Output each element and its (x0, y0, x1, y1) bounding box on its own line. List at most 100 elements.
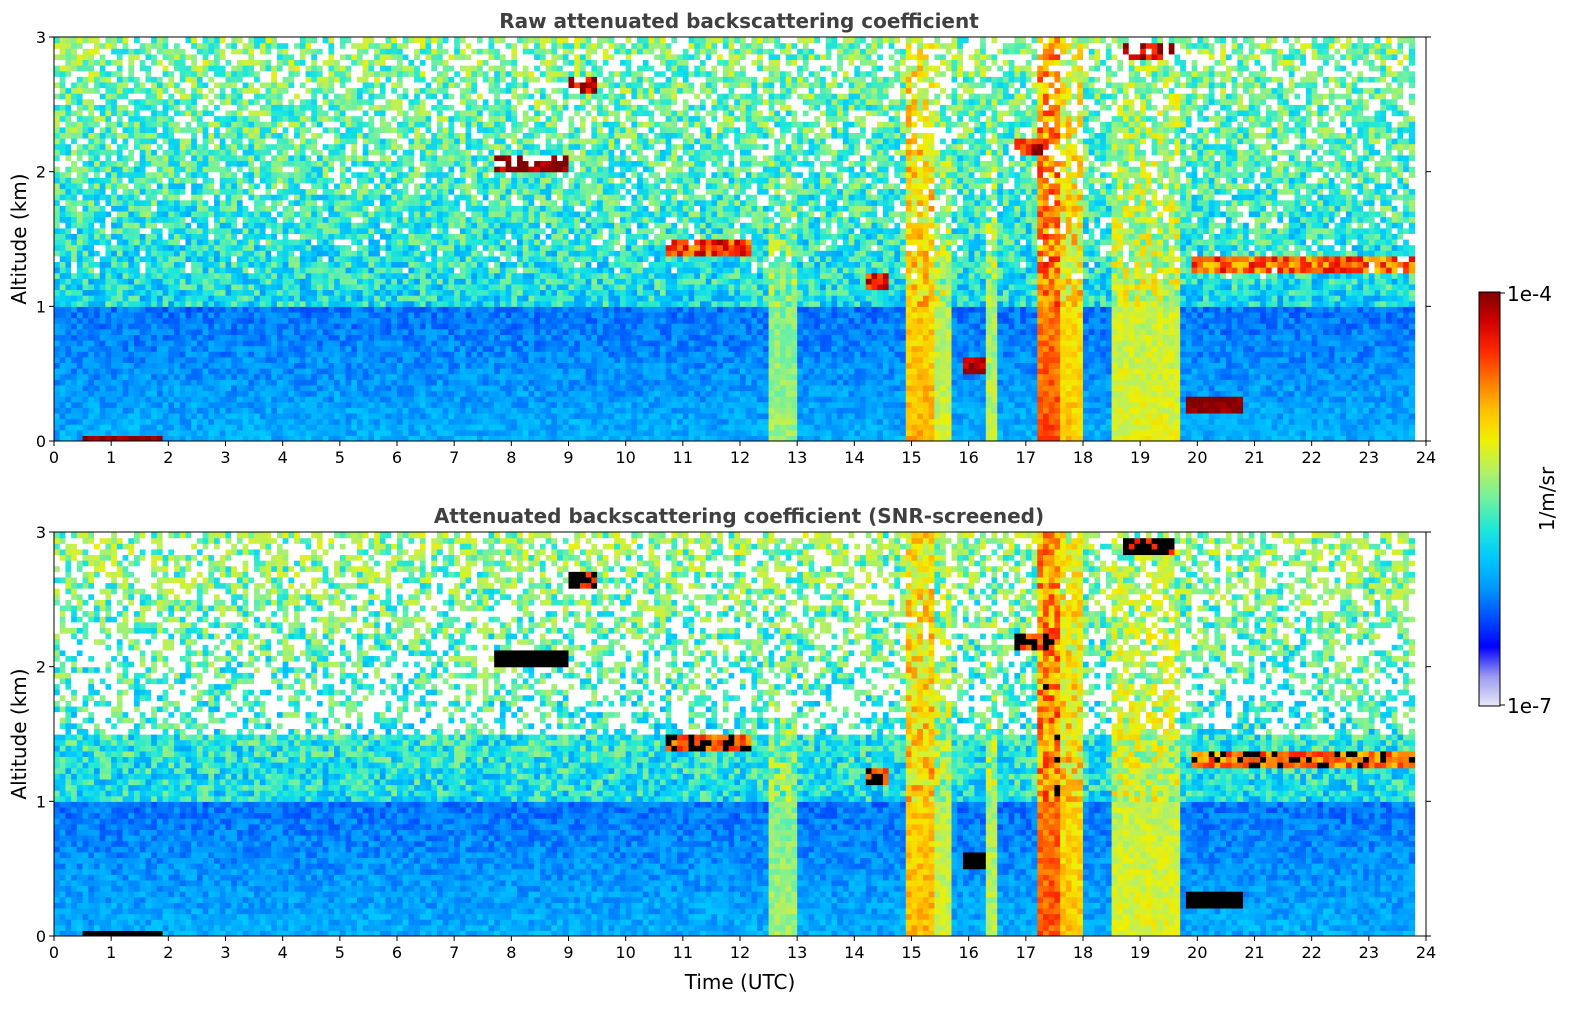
heatmap-cell (431, 289, 438, 296)
heatmap-cell (339, 154, 347, 162)
heatmap-cell (139, 345, 147, 352)
heatmap-cell (116, 81, 124, 89)
heatmap-cell (259, 154, 267, 162)
heatmap-cell (271, 76, 278, 83)
heatmap-cell (408, 70, 415, 77)
heatmap-cell (311, 390, 318, 397)
heatmap-cell (185, 345, 192, 352)
heatmap-cell (294, 334, 301, 341)
heatmap-cell (185, 160, 192, 167)
heatmap-cell (174, 250, 181, 257)
heatmap-cell (196, 53, 204, 61)
heatmap-cell (368, 250, 375, 257)
heatmap-cell (299, 160, 307, 167)
heatmap-cell (145, 418, 152, 425)
heatmap-cell (71, 244, 78, 251)
heatmap-cell (191, 351, 198, 358)
heatmap-cell (311, 239, 318, 246)
heatmap-cell (219, 424, 227, 431)
heatmap-cell (402, 194, 410, 201)
heatmap-cell (231, 239, 238, 246)
heatmap-cell (414, 216, 421, 223)
heatmap-cell (397, 121, 404, 128)
heatmap-cell (345, 345, 352, 352)
heatmap-cell (351, 93, 358, 100)
heatmap-cell (99, 222, 107, 229)
heatmap-cell (242, 87, 249, 94)
heatmap-cell (59, 233, 67, 240)
heatmap-cell (111, 334, 118, 341)
heatmap-cell (299, 368, 307, 375)
heatmap-cell (105, 351, 112, 358)
heatmap-cell (88, 261, 95, 268)
heatmap-cell (299, 48, 307, 55)
heatmap-cell (311, 138, 318, 145)
heatmap-cell (231, 317, 238, 324)
heatmap-cell (425, 121, 432, 128)
heatmap-cell (379, 177, 387, 184)
heatmap-cell (214, 351, 221, 358)
heatmap-cell (282, 138, 289, 145)
heatmap-cell (391, 177, 398, 184)
heatmap-cell (236, 373, 244, 380)
heatmap-cell (248, 149, 255, 156)
heatmap-cell (76, 418, 84, 425)
heatmap-cell (122, 311, 129, 319)
heatmap-cell (145, 295, 152, 302)
heatmap-cell (76, 138, 84, 145)
heatmap-cell (111, 244, 118, 251)
heatmap-cell (185, 390, 192, 397)
heatmap-cell (276, 76, 284, 83)
heatmap-cell (419, 59, 427, 66)
heatmap-cell (99, 166, 107, 173)
heatmap-cell (134, 42, 141, 49)
heatmap-cell (59, 132, 67, 139)
heatmap-cell (225, 177, 232, 184)
heatmap-cell (156, 267, 164, 274)
heatmap-cell (276, 351, 284, 358)
heatmap-cell (397, 300, 404, 307)
heatmap-cell (134, 390, 141, 397)
heatmap-cell (202, 188, 209, 195)
heatmap-cell (322, 115, 329, 122)
heatmap-cell (425, 166, 432, 173)
heatmap-cell (379, 407, 387, 414)
heatmap-cell (294, 306, 301, 313)
heatmap-cell (368, 37, 375, 44)
heatmap-cell (419, 37, 427, 44)
heatmap-cell (82, 362, 89, 369)
heatmap-cell (356, 138, 364, 145)
heatmap-cell (265, 48, 272, 55)
heatmap-cell (122, 132, 129, 139)
heatmap-cell (431, 435, 438, 441)
heatmap-cell (105, 334, 112, 341)
heatmap-cell (202, 345, 209, 352)
heatmap-cell (362, 407, 370, 414)
heatmap-cell (219, 154, 227, 162)
heatmap-cell (219, 143, 227, 150)
heatmap-cell (425, 109, 432, 117)
heatmap-cell (191, 98, 198, 105)
heatmap-cell (88, 59, 95, 66)
heatmap-cell (219, 362, 227, 369)
heatmap-cell (236, 424, 244, 431)
heatmap-cell (191, 407, 198, 414)
heatmap-cell (59, 104, 67, 111)
heatmap-cell (122, 250, 129, 257)
heatmap-cell (442, 154, 450, 162)
heatmap-cell (65, 53, 72, 61)
heatmap-cell (168, 261, 175, 268)
heatmap-cell (271, 384, 278, 392)
heatmap-cell (185, 340, 192, 347)
heatmap-cell (374, 396, 381, 403)
heatmap-cell (442, 323, 450, 330)
heatmap-cell (202, 407, 209, 414)
heatmap-cell (362, 210, 370, 218)
heatmap-cell (156, 109, 164, 117)
heatmap-cell (65, 267, 72, 274)
heatmap-cell (174, 154, 181, 162)
heatmap-cell (99, 356, 107, 364)
heatmap-cell (316, 250, 324, 257)
heatmap-cell (339, 70, 347, 77)
heatmap-cell (419, 368, 427, 375)
